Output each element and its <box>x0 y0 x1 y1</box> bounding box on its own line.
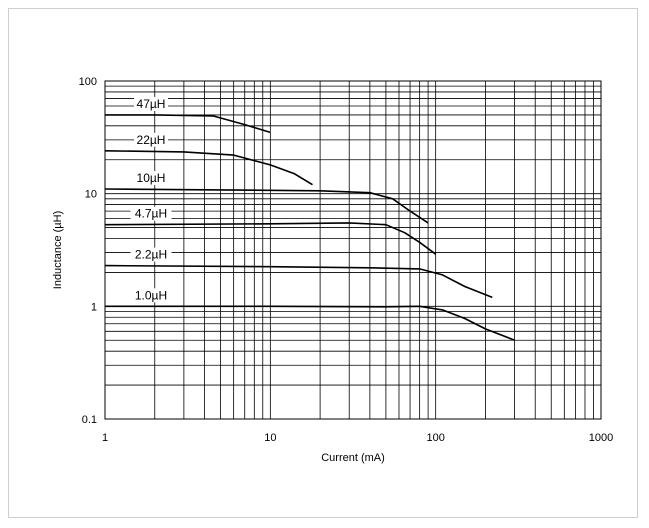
series-line <box>105 114 271 134</box>
plot-area-background <box>105 81 601 419</box>
y-tick-label: 10 <box>85 189 97 201</box>
series-line <box>105 305 515 341</box>
series-line <box>104 150 313 186</box>
series-label: 4.7µH <box>135 207 167 221</box>
x-tick-label: 1 <box>102 432 108 444</box>
plot-area-border <box>104 80 602 420</box>
series-label-background <box>130 206 172 221</box>
x-axis-label: Current (mA) <box>321 452 385 464</box>
tick-labels: 1 10 100 1000 0.1 1 10 100 <box>79 76 614 444</box>
series-line <box>104 222 437 255</box>
series-label: 47µH <box>137 97 166 111</box>
series-label-background <box>130 288 172 303</box>
series-label: 1.0µH <box>135 288 167 302</box>
y-tick-label: 0.1 <box>82 414 97 426</box>
y-axis-label: Inductance (µH) <box>52 211 64 289</box>
series-label: 10µH <box>137 171 166 185</box>
x-tick-label: 1000 <box>589 432 613 444</box>
series-labels: 47µH 22µH 10µH 4.7µH 2.2µH 1.0µH <box>130 96 172 303</box>
series-curves <box>104 114 515 341</box>
x-tick-label: 100 <box>426 432 444 444</box>
series-label-background <box>134 171 168 186</box>
grid-lines <box>105 81 601 419</box>
inductance-vs-current-chart: 1 10 100 1000 0.1 1 10 100 47µH 22µH 10µH 4.7µH 2.2… <box>52 76 614 464</box>
series-label-background <box>134 96 168 111</box>
x-tick-label: 10 <box>264 432 276 444</box>
series-label-background <box>130 247 172 262</box>
series-label: 2.2µH <box>135 248 167 262</box>
y-tick-label: 100 <box>79 76 97 88</box>
chart-frame: 1 10 100 1000 0.1 1 10 100 47µH 22µH 10µH 4.7µH 2.2… <box>8 8 638 518</box>
series-line <box>104 188 429 224</box>
y-tick-label: 1 <box>91 301 97 313</box>
series-label: 22µH <box>137 133 166 147</box>
series-label-background <box>134 132 168 147</box>
series-line <box>104 264 493 299</box>
